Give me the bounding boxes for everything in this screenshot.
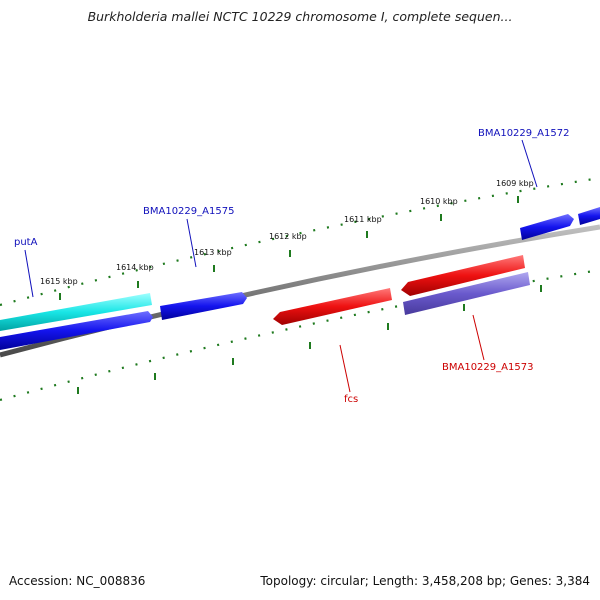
gene-label-bma1575[interactable]: BMA10229_A1575 xyxy=(143,206,234,217)
kbp-label: 1613 kbp xyxy=(194,248,232,257)
kbp-labels: 1609 kbp 1610 kbp 1611 kbp 1612 kbp 1613… xyxy=(40,179,534,286)
kbp-label: 1611 kbp xyxy=(344,215,382,224)
kbp-label: 1614 kbp xyxy=(116,263,154,272)
outer-tick-track xyxy=(0,176,600,307)
accession-text: Accession: NC_008836 xyxy=(9,574,146,588)
gene-feature-bma1575[interactable] xyxy=(160,292,247,320)
gene-feature-puta[interactable] xyxy=(0,293,152,331)
gene-feature-bma1573[interactable] xyxy=(403,272,530,315)
gene-label-bma1572[interactable]: BMA10229_A1572 xyxy=(478,128,569,139)
gene-feature-fcs[interactable] xyxy=(273,288,392,325)
topology-summary: Topology: circular; Length: 3,458,208 bp… xyxy=(260,574,590,588)
kbp-label: 1615 kbp xyxy=(40,277,78,286)
kbp-label: 1609 kbp xyxy=(496,179,534,188)
gene-feature-bma1572-b[interactable] xyxy=(578,207,600,225)
gene-label-fcs[interactable]: fcs xyxy=(344,394,358,405)
gene-feature-fwd-blue-left[interactable] xyxy=(0,311,153,350)
gene-label-puta[interactable]: putA xyxy=(14,237,38,248)
gene-label-bma1573[interactable]: BMA10229_A1573 xyxy=(442,362,533,373)
gene-feature-red-right[interactable] xyxy=(401,255,525,296)
kbp-label: 1612 kbp xyxy=(269,232,307,241)
callout-lines xyxy=(24,139,538,393)
map-title: Burkholderia mallei NCTC 10229 chromosom… xyxy=(87,9,513,24)
kbp-label: 1610 kbp xyxy=(420,197,458,206)
genome-backbone xyxy=(0,224,600,358)
gene-feature-bma1572-a[interactable] xyxy=(520,214,574,240)
inner-tick-track xyxy=(0,268,600,402)
